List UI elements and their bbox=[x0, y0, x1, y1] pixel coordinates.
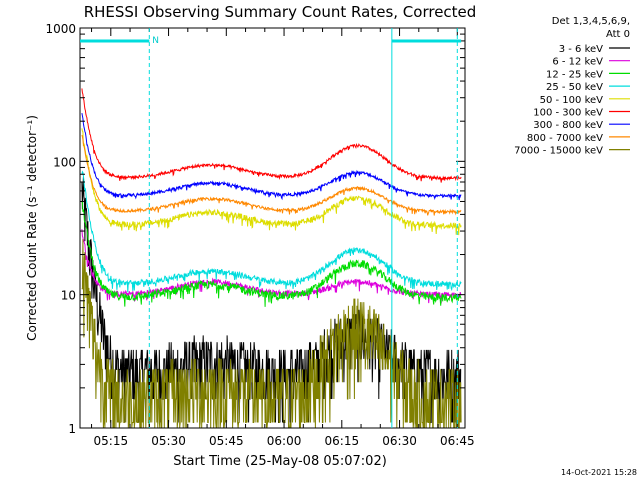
legend-header-line2: Att 0 bbox=[606, 29, 630, 40]
legend-header-line1: Det 1,3,4,5,6,9, bbox=[552, 16, 630, 27]
y-tick-label: 1000 bbox=[45, 22, 76, 36]
y-axis-label: Corrected Count Rate (s⁻¹ detector⁻¹) bbox=[25, 115, 39, 341]
legend-label: 300 - 800 keV bbox=[533, 120, 603, 131]
x-tick-label: 06:15 bbox=[325, 434, 360, 448]
y-tick-label: 10 bbox=[61, 289, 76, 303]
x-tick-label: 06:00 bbox=[267, 434, 302, 448]
y-tick-label: 100 bbox=[53, 155, 76, 169]
legend-label: 3 - 6 keV bbox=[559, 44, 603, 55]
plot-text-layer: RHESSI Observing Summary Count Rates, Co… bbox=[25, 3, 637, 477]
plot-data-layer bbox=[81, 88, 462, 429]
series-line-50-100-kev bbox=[81, 128, 462, 236]
legend-label: 12 - 25 keV bbox=[546, 69, 603, 80]
footer-date: 14-Oct-2021 15:28 bbox=[561, 468, 637, 477]
legend-label: 7000 - 15000 keV bbox=[514, 146, 603, 157]
x-axis-label: Start Time (25-May-08 05:07:02) bbox=[173, 454, 387, 469]
plot-frame-layer bbox=[79, 27, 466, 429]
series-line-25-50-kev bbox=[81, 170, 462, 293]
chart-title: RHESSI Observing Summary Count Rates, Co… bbox=[84, 3, 477, 21]
legend-label: 6 - 12 keV bbox=[552, 57, 603, 68]
x-tick-label: 05:45 bbox=[209, 434, 244, 448]
series-line-12-25-kev bbox=[81, 200, 462, 307]
y-tick-label: 1 bbox=[68, 422, 76, 436]
legend-label: 800 - 7000 keV bbox=[527, 133, 603, 144]
series-line-800-7000-kev bbox=[81, 134, 462, 216]
x-tick-label: 06:45 bbox=[440, 434, 475, 448]
series-line-7000-15000-kev bbox=[81, 239, 462, 429]
legend-label: 100 - 300 keV bbox=[533, 108, 603, 119]
series-line-100-300-kev bbox=[81, 88, 462, 183]
x-tick-label: 06:30 bbox=[382, 434, 417, 448]
flag-label-n: N bbox=[152, 36, 159, 46]
x-tick-label: 05:30 bbox=[151, 434, 186, 448]
series-line-300-800-kev bbox=[81, 113, 462, 201]
legend-label: 50 - 100 keV bbox=[540, 95, 604, 106]
x-tick-label: 05:15 bbox=[94, 434, 129, 448]
legend-label: 25 - 50 keV bbox=[546, 82, 603, 93]
plot-frame bbox=[79, 27, 466, 429]
